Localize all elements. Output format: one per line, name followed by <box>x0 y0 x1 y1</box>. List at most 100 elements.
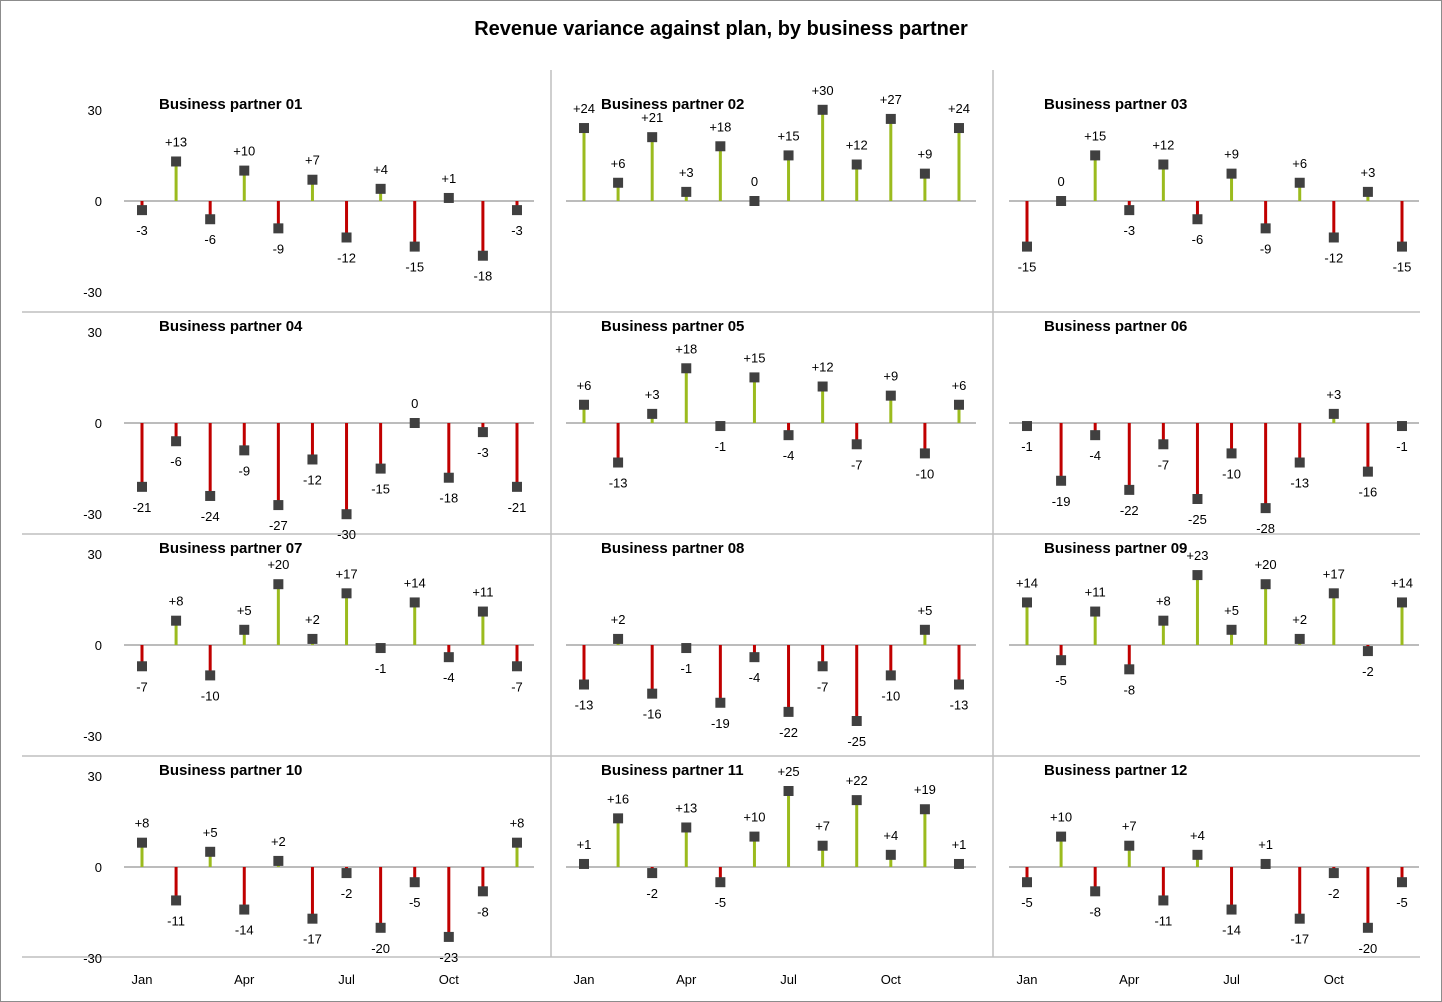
data-label: +12 <box>846 138 868 153</box>
data-label: -2 <box>646 886 658 901</box>
data-label: -17 <box>1290 932 1309 947</box>
data-label: +18 <box>675 341 697 356</box>
data-label: -5 <box>715 895 727 910</box>
data-label: -21 <box>133 500 152 515</box>
data-label: -5 <box>409 895 421 910</box>
data-label: -25 <box>1188 512 1207 527</box>
lollipop-marker <box>1192 214 1203 225</box>
data-label: -23 <box>439 950 458 965</box>
lollipop-marker <box>715 697 726 708</box>
panel-title: Business partner 05 <box>601 318 744 335</box>
lollipop-marker <box>613 457 624 468</box>
data-label: +23 <box>1186 548 1208 563</box>
lollipop-marker <box>647 408 658 419</box>
data-label: -13 <box>609 476 628 491</box>
x-tick-label: Jul <box>780 972 797 987</box>
data-label: +20 <box>1255 557 1277 572</box>
data-label: +11 <box>472 585 493 600</box>
lollipop-marker <box>1226 624 1237 635</box>
data-label: -4 <box>1089 448 1101 463</box>
lollipop-marker <box>715 877 726 888</box>
lollipop-marker <box>511 205 522 216</box>
lollipop-marker <box>307 454 318 465</box>
data-label: -12 <box>1324 250 1343 265</box>
data-label: -6 <box>204 232 216 247</box>
lollipop-marker <box>817 840 828 851</box>
lollipop-marker <box>817 381 828 392</box>
lollipop-marker <box>953 123 964 134</box>
data-label: -14 <box>1222 923 1241 938</box>
data-label: +13 <box>675 800 697 815</box>
lollipop-marker <box>171 895 182 906</box>
data-label: +6 <box>611 156 626 171</box>
data-label: +12 <box>1152 138 1174 153</box>
lollipop-marker <box>273 855 284 866</box>
lollipop-marker <box>1226 904 1237 915</box>
y-tick-label: -30 <box>83 951 102 966</box>
lollipop-marker <box>919 168 930 179</box>
data-label: -8 <box>1089 904 1101 919</box>
data-label: +22 <box>846 773 868 788</box>
data-label: +7 <box>1122 819 1137 834</box>
data-label: +14 <box>1391 575 1413 590</box>
lollipop-marker <box>137 661 147 672</box>
lollipop-marker <box>1090 150 1101 161</box>
lollipop-marker <box>885 849 896 860</box>
data-label: -3 <box>136 223 148 238</box>
data-label: +19 <box>914 782 936 797</box>
lollipop-marker <box>511 837 522 848</box>
data-label: +8 <box>135 816 150 831</box>
lollipop-marker <box>341 588 352 599</box>
lollipop-marker <box>1124 205 1135 216</box>
y-tick-label: -30 <box>83 285 102 300</box>
lollipop-marker <box>613 813 624 824</box>
data-label: +4 <box>883 828 898 843</box>
x-tick-label: Jul <box>338 972 355 987</box>
lollipop-marker <box>375 463 386 474</box>
data-label: +8 <box>169 594 184 609</box>
data-label: +3 <box>1326 387 1341 402</box>
data-label: -4 <box>749 670 761 685</box>
panel-title: Business partner 06 <box>1044 318 1187 335</box>
data-label: +25 <box>778 764 800 779</box>
panel-title: Business partner 02 <box>601 96 744 113</box>
data-label: -24 <box>201 509 220 524</box>
lollipop-marker <box>137 205 147 216</box>
lollipop-marker <box>749 196 760 206</box>
data-label: +10 <box>743 810 765 825</box>
y-tick-label: 0 <box>95 416 102 431</box>
data-label: -7 <box>511 679 523 694</box>
data-label: +17 <box>1323 566 1345 581</box>
x-tick-label: Jul <box>1223 972 1240 987</box>
data-label: -2 <box>1362 664 1374 679</box>
data-label: -7 <box>817 679 829 694</box>
y-tick-label: 30 <box>88 103 102 118</box>
lollipop-marker <box>817 661 828 672</box>
data-label: -7 <box>851 457 863 472</box>
data-label: +15 <box>1084 128 1106 143</box>
lollipop-marker <box>1226 448 1237 459</box>
lollipop-marker <box>953 399 964 410</box>
lollipop-marker <box>341 868 352 879</box>
lollipop-marker <box>1226 168 1237 179</box>
data-label: -20 <box>1359 941 1378 956</box>
data-label: -13 <box>1290 476 1309 491</box>
lollipop-marker <box>273 223 284 234</box>
data-label: +6 <box>577 378 592 393</box>
lollipop-marker <box>409 241 420 252</box>
data-label: -5 <box>1021 895 1033 910</box>
lollipop-marker <box>205 214 216 225</box>
panel-title: Business partner 07 <box>159 540 302 557</box>
lollipop-marker <box>783 706 794 717</box>
lollipop-marker <box>919 804 930 815</box>
data-label: -3 <box>1123 223 1135 238</box>
lollipop-marker <box>511 661 522 672</box>
data-label: -21 <box>508 500 527 515</box>
chart-title: Revenue variance against plan, by busine… <box>474 18 968 40</box>
lollipop-marker <box>1158 895 1169 906</box>
lollipop-marker <box>715 141 726 152</box>
data-label: +12 <box>812 360 834 375</box>
lollipop-marker <box>171 156 182 167</box>
lollipop-marker <box>443 931 454 942</box>
lollipop-marker <box>205 490 216 501</box>
